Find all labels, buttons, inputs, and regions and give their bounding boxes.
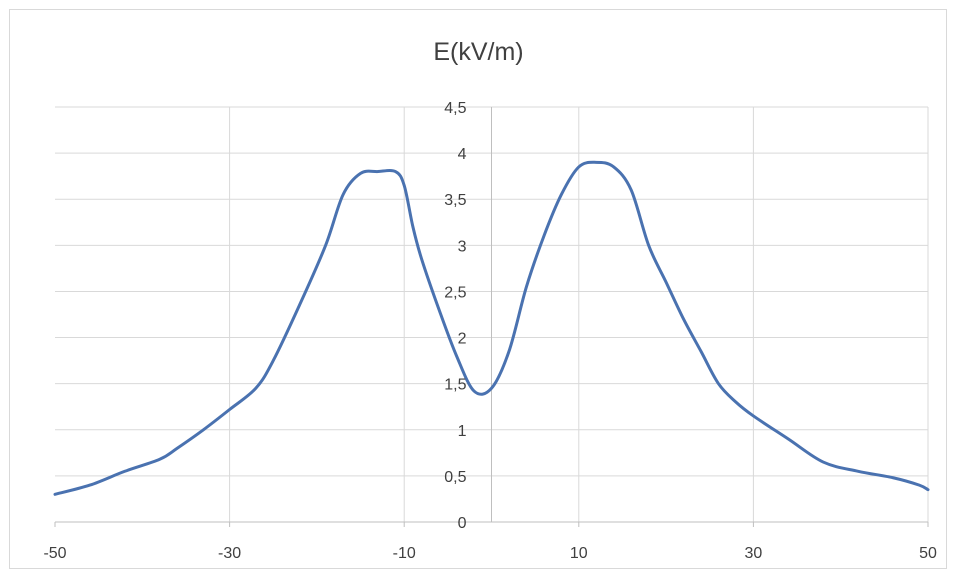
- y-tick-label: 3,5: [444, 192, 466, 209]
- y-tick-label: 2,5: [444, 284, 466, 301]
- y-tick-label: 1,5: [444, 377, 466, 394]
- y-tick-label: 4: [458, 146, 467, 163]
- x-tick-label: -30: [218, 545, 241, 562]
- y-tick-label: 0: [458, 515, 467, 532]
- axes: [54, 107, 929, 527]
- y-tick-label: 0,5: [444, 469, 466, 486]
- x-tick-label: 10: [570, 545, 588, 562]
- x-tick-label: -50: [43, 545, 66, 562]
- chart-title: E(kV/m): [433, 38, 524, 66]
- y-tick-label: 1: [458, 423, 467, 440]
- tick-labels: 0 0,5 1 1,5 2 2,5 3 3,5 4 4,5 -50 -30 -10 10 30 50: [43, 100, 937, 562]
- x-tick-label: 50: [919, 545, 937, 562]
- series-layer: [53, 160, 930, 496]
- y-tick-label: 2: [458, 331, 467, 348]
- x-tick-label: -10: [393, 545, 416, 562]
- x-tick-label: 30: [745, 545, 763, 562]
- series-line: [53, 160, 930, 496]
- y-tick-label: 4,5: [444, 100, 466, 117]
- y-tick-label: 3: [458, 238, 467, 255]
